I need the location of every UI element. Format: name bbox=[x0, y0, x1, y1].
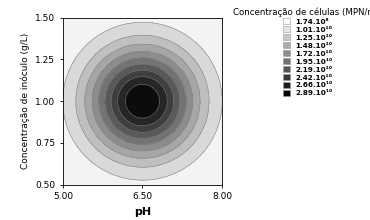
X-axis label: pH: pH bbox=[134, 207, 151, 217]
Legend: 1.74.10⁸, 1.01.10¹⁰, 1.25.10¹⁰, 1.48.10¹⁰, 1.72.10¹⁰, 1.95.10¹⁰, 2.19.10¹⁰, 2.42: 1.74.10⁸, 1.01.10¹⁰, 1.25.10¹⁰, 1.48.10¹… bbox=[231, 6, 370, 98]
Y-axis label: Concentração de inóculo (g/L): Concentração de inóculo (g/L) bbox=[20, 33, 30, 169]
